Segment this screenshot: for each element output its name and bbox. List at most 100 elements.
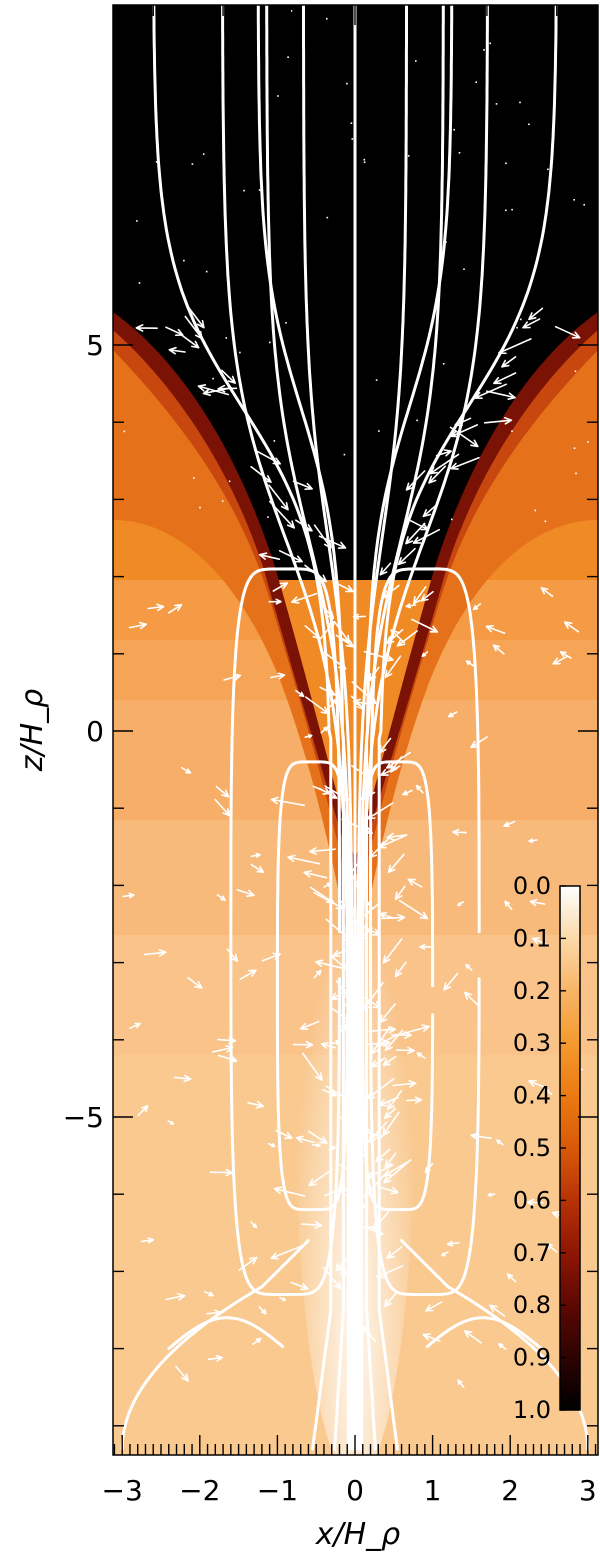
velocity-arrow: [531, 937, 547, 945]
colorbar-tick-label: 0.9: [513, 1344, 551, 1372]
velocity-arrow: [206, 1309, 222, 1317]
velocity-arrow: [268, 598, 282, 605]
velocity-arrow: [254, 449, 281, 465]
y-tick-label: 5: [86, 329, 104, 362]
field-line: [356, 5, 408, 1451]
velocity-arrow: [366, 802, 394, 820]
velocity-arrow: [221, 369, 236, 384]
velocity-arrow: [335, 980, 351, 1000]
velocity-arrow: [411, 618, 439, 633]
velocity-arrow: [320, 1042, 337, 1049]
velocity-arrow: [384, 655, 402, 679]
velocity-arrow: [318, 787, 338, 799]
velocity-arrow: [344, 1088, 361, 1097]
velocity-arrow: [408, 519, 429, 531]
speckle: [155, 161, 158, 163]
speckle: [528, 123, 530, 126]
velocity-arrow: [382, 584, 400, 599]
velocity-arrow: [424, 1162, 434, 1174]
velocity-arrow: [215, 785, 230, 798]
colorbar-tick-label: 0.1: [513, 924, 551, 952]
velocity-arrow: [313, 524, 332, 549]
velocity-arrow: [216, 894, 226, 901]
velocity-arrow: [165, 1293, 186, 1301]
velocity-arrow: [529, 899, 546, 907]
velocity-arrow: [379, 912, 395, 919]
speckle: [138, 282, 141, 284]
velocity-arrow: [299, 1020, 320, 1030]
x-tick-label: 1: [424, 1474, 442, 1507]
field-line: [120, 1239, 310, 1451]
velocity-arrow: [474, 383, 507, 399]
speckle: [489, 42, 491, 45]
velocity-arrow: [554, 325, 581, 339]
velocity-arrow: [322, 1266, 342, 1290]
velocity-arrow: [454, 417, 472, 427]
speckle: [228, 480, 231, 483]
velocity-arrow: [333, 621, 350, 644]
velocity-arrow: [368, 666, 380, 682]
speckle: [193, 477, 195, 479]
velocity-arrow: [122, 892, 135, 899]
velocity-arrow: [323, 1186, 346, 1197]
speckle: [206, 390, 209, 393]
velocity-arrow: [396, 630, 418, 647]
speckle: [225, 337, 228, 339]
velocity-arrow: [501, 356, 517, 368]
x-tick-label: 0: [346, 1474, 364, 1507]
speckle: [354, 431, 357, 434]
velocity-arrow: [168, 603, 183, 614]
velocity-arrow: [387, 853, 405, 874]
speckle: [458, 152, 461, 154]
velocity-arrow: [405, 603, 417, 609]
velocity-arrow: [313, 969, 322, 979]
velocity-arrows: [122, 306, 584, 1388]
velocity-arrow: [329, 698, 338, 708]
velocity-arrow: [223, 673, 242, 681]
velocity-arrow: [443, 972, 459, 991]
velocity-arrow: [352, 613, 366, 620]
velocity-arrow: [487, 1192, 496, 1197]
velocity-arrow: [147, 603, 165, 612]
speckle: [573, 199, 575, 201]
velocity-arrow: [258, 1306, 267, 1315]
velocity-arrow: [384, 1029, 404, 1051]
speckle: [199, 506, 201, 509]
velocity-arrow: [140, 1237, 155, 1244]
velocity-arrow: [379, 562, 392, 576]
velocity-arrow: [464, 991, 479, 1006]
velocity-arrow: [397, 547, 416, 566]
speckle: [239, 351, 241, 354]
velocity-arrow: [528, 307, 544, 321]
velocity-arrow: [295, 689, 305, 698]
speckle: [243, 189, 245, 192]
y-axis-label: z/H_ρ: [15, 689, 50, 772]
speckle: [575, 472, 577, 475]
velocity-arrow: [304, 564, 328, 583]
velocity-arrow: [291, 592, 318, 604]
speckle: [544, 520, 547, 523]
x-tick-label: −1: [257, 1474, 298, 1507]
velocity-arrow: [370, 1057, 386, 1068]
velocity-arrow: [412, 528, 441, 544]
velocity-arrow: [544, 1088, 553, 1095]
velocity-arrow: [366, 1164, 394, 1179]
velocity-arrow: [320, 603, 335, 620]
velocity-arrow: [450, 424, 479, 438]
velocity-arrow: [361, 1325, 377, 1343]
velocity-arrow: [261, 952, 281, 962]
velocity-arrow: [135, 324, 158, 332]
field-line: [425, 1316, 543, 1351]
velocity-arrow: [470, 1132, 492, 1140]
speckle: [453, 128, 455, 131]
velocity-arrow: [365, 900, 373, 909]
velocity-arrow: [407, 878, 423, 888]
velocity-arrow: [325, 918, 353, 943]
speckle: [326, 17, 328, 20]
velocity-arrow: [522, 318, 541, 329]
speckle: [587, 441, 589, 443]
velocity-arrow: [425, 1301, 443, 1312]
velocity-arrow: [287, 854, 321, 865]
speckle: [519, 101, 521, 104]
speckle: [363, 158, 366, 161]
